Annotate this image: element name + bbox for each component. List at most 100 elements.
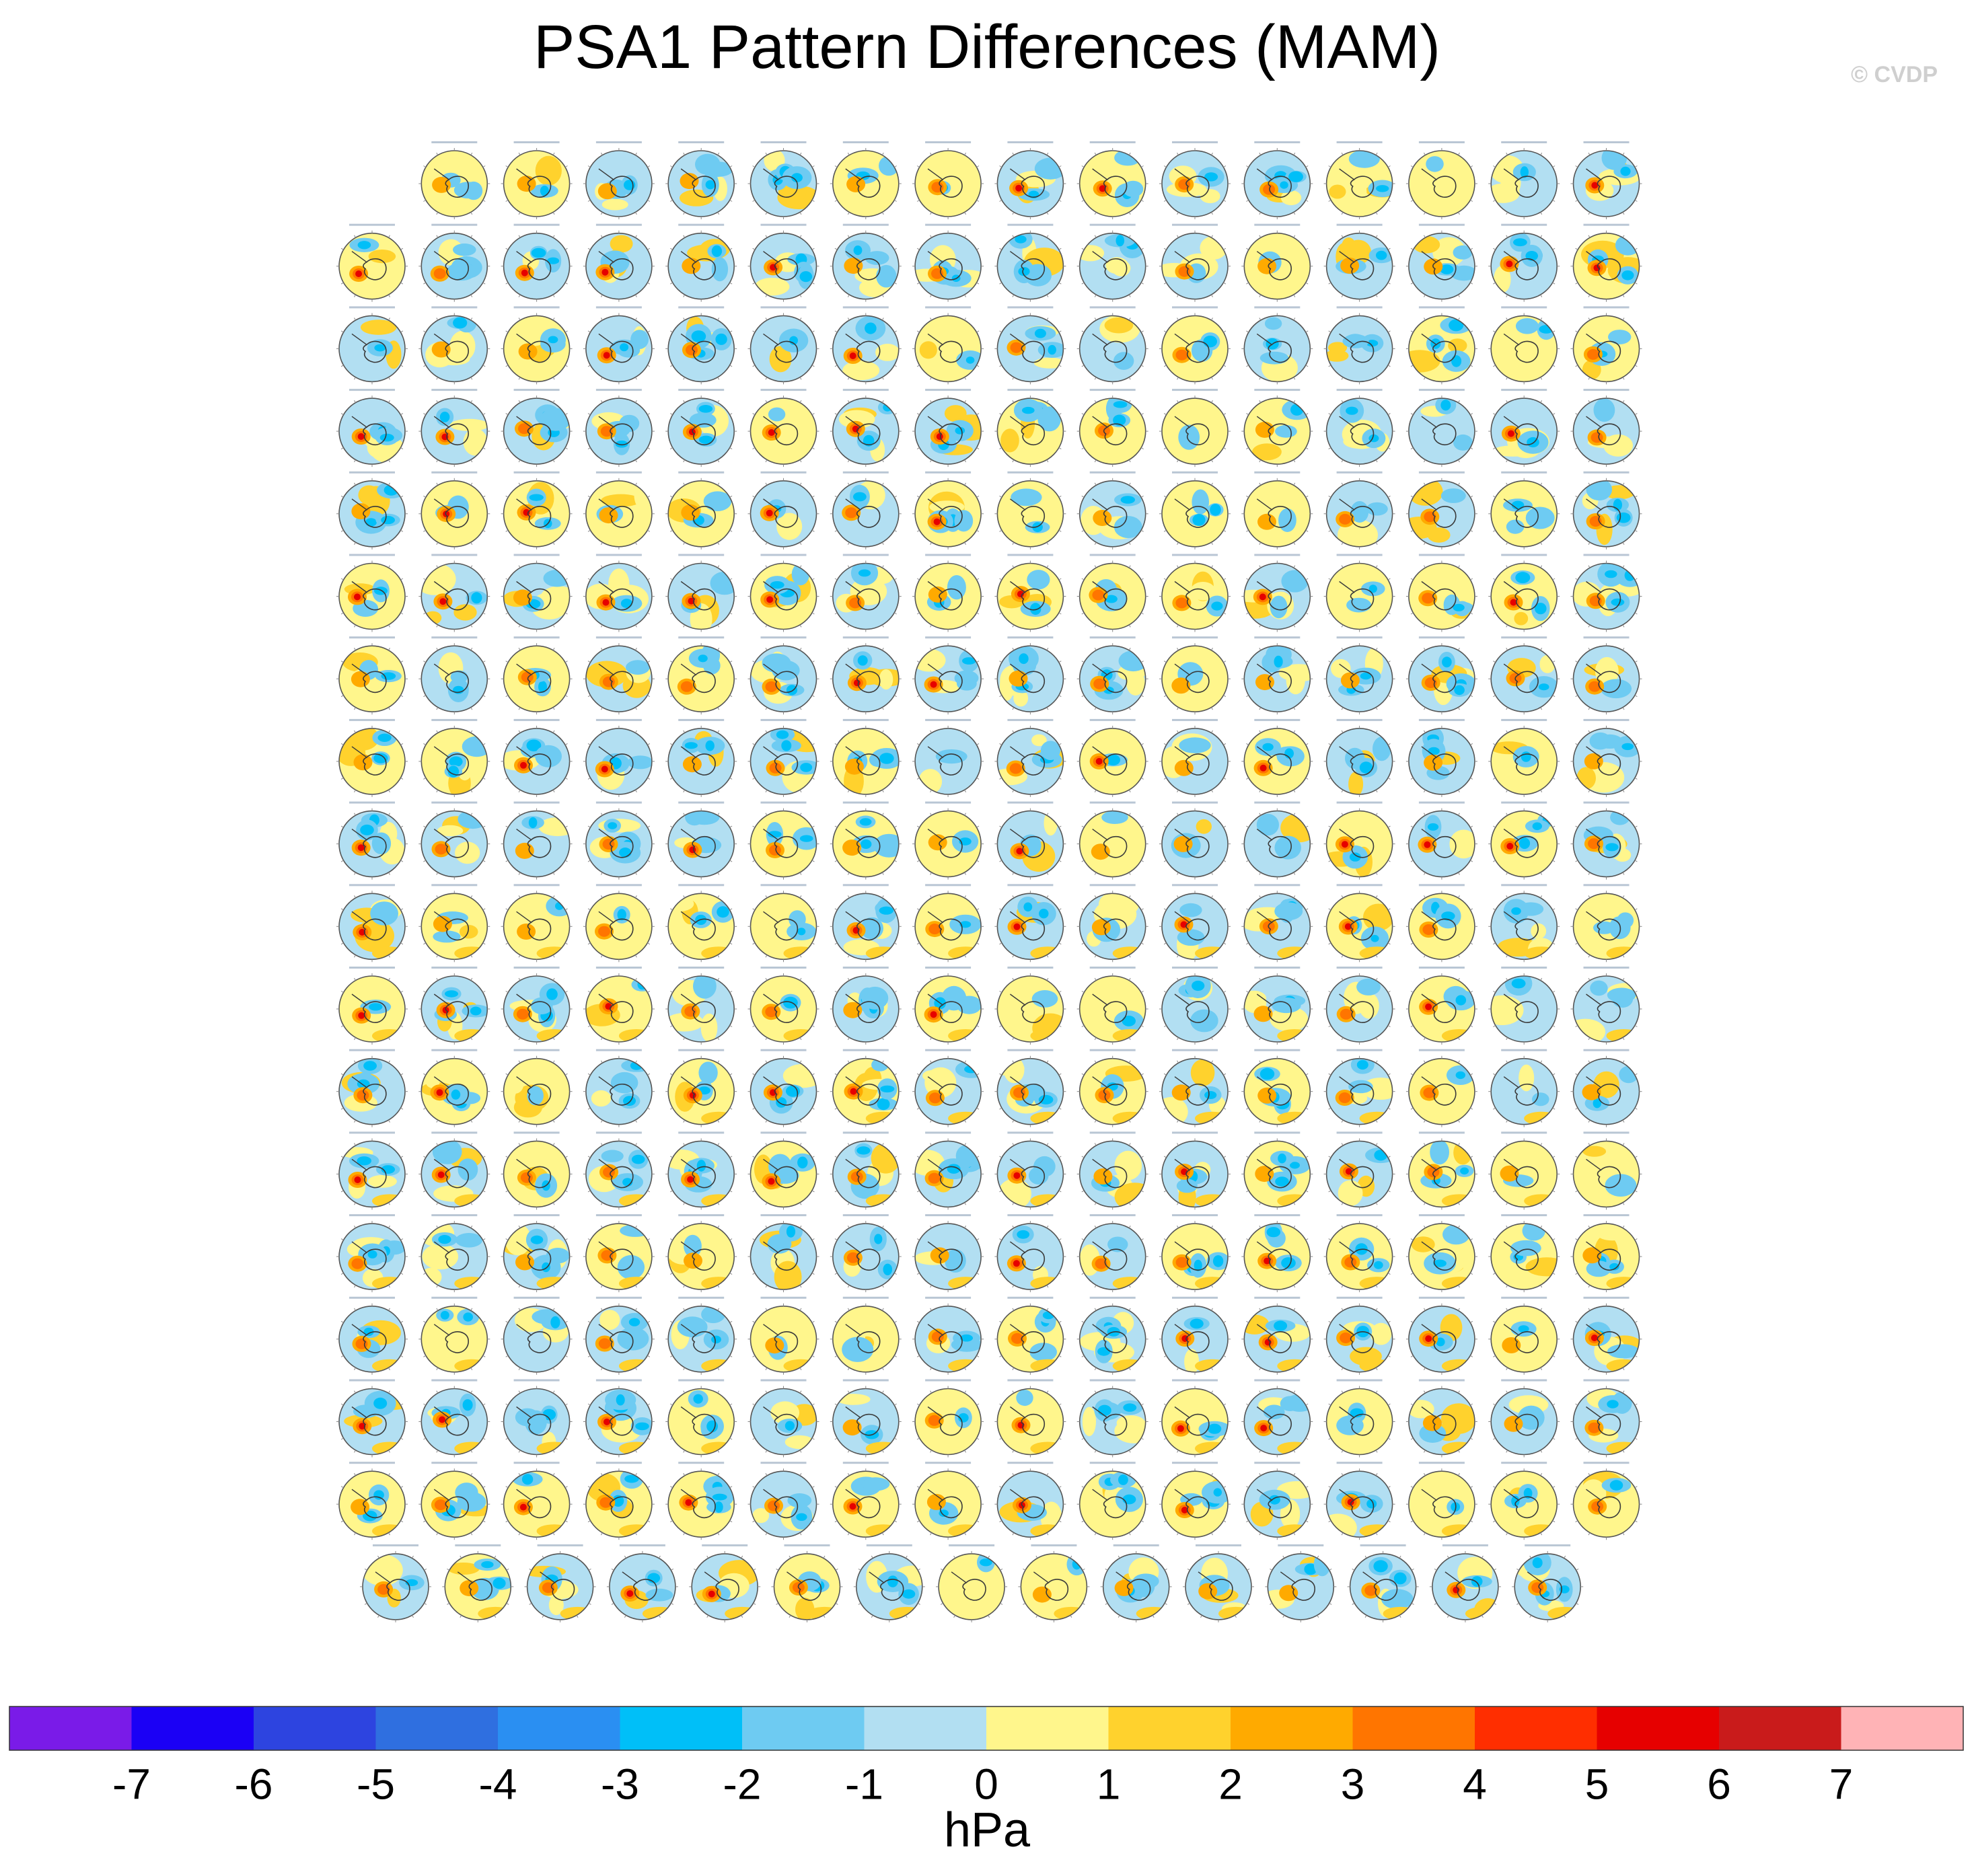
panel-rim-tick	[752, 860, 756, 862]
negative-anomaly	[698, 1061, 718, 1084]
panel-rim-tick	[1375, 235, 1378, 238]
positive-anomaly	[997, 1020, 1031, 1035]
panel-rim-tick	[881, 1060, 884, 1063]
panel-rim-tick	[1423, 459, 1426, 463]
panel-rim-tick	[1246, 743, 1249, 745]
panel-rim-tick	[423, 991, 427, 993]
negative-anomaly	[711, 257, 729, 282]
panel-rim-tick	[647, 200, 651, 202]
panel-rim-tick	[354, 400, 356, 403]
negative-anomaly	[1275, 424, 1297, 438]
panel-subtitle	[431, 554, 478, 556]
positive-anomaly-high	[1009, 670, 1028, 687]
panel-rim-tick	[1177, 1037, 1179, 1041]
panel-map	[665, 884, 737, 963]
positive-anomaly-high	[1174, 759, 1194, 776]
panel-rim-tick	[518, 790, 521, 793]
antarctica-coastline	[1350, 258, 1375, 280]
negative-anomaly-core	[1605, 843, 1619, 852]
panel-rim-tick	[964, 1060, 967, 1063]
panel-rim-tick	[1457, 294, 1460, 297]
panel-subtitle	[1089, 471, 1136, 474]
positive-anomaly	[1196, 440, 1228, 453]
panel-subtitle	[925, 141, 972, 143]
panel-rim-tick	[1575, 661, 1578, 663]
panel-rim-tick	[518, 1037, 521, 1041]
positive-anomaly	[463, 428, 488, 456]
panel-rim-tick	[752, 1190, 756, 1193]
negative-anomaly-core	[608, 822, 618, 829]
panel-map	[1405, 306, 1477, 385]
panel-rim-tick	[647, 942, 651, 945]
panel-map	[583, 306, 655, 385]
panel-rim-tick	[670, 777, 673, 780]
panel-map	[583, 884, 655, 963]
panel-subtitle	[1583, 884, 1630, 887]
panel-rim-tick	[847, 730, 850, 733]
panel-rim-tick	[1341, 459, 1344, 463]
panel-map	[501, 636, 573, 715]
panel-rim-tick	[765, 977, 768, 981]
panel-subtitle	[925, 223, 972, 226]
panel-map	[418, 1131, 490, 1210]
panel-rim-tick	[482, 661, 486, 663]
panel-map	[830, 141, 902, 219]
positive-anomaly-high	[1257, 513, 1276, 530]
panel-rim-tick	[400, 447, 404, 450]
negative-anomaly-core	[546, 988, 558, 1000]
panel-rim-tick	[436, 624, 439, 628]
panel-map	[1241, 471, 1313, 550]
panel-rim-tick	[1058, 578, 1062, 580]
panel-subtitle	[1501, 636, 1547, 639]
panel-rim-tick	[1211, 152, 1213, 155]
panel-rim-tick	[670, 695, 673, 698]
panel-rim-tick	[1457, 1119, 1460, 1123]
panel-rim-tick	[647, 1190, 651, 1193]
panel-rim-tick	[1163, 529, 1167, 532]
panel-rim-tick	[729, 1156, 733, 1158]
negative-anomaly-core	[856, 1146, 871, 1155]
panel-rim-tick	[1423, 977, 1426, 981]
antarctic-peninsula	[598, 333, 614, 345]
panel-rim-tick	[1046, 790, 1049, 793]
panel-rim-tick	[881, 152, 884, 155]
panel-rim-tick	[999, 1073, 1002, 1076]
panel-subtitle	[349, 1131, 395, 1134]
panel-rim-tick	[388, 1143, 390, 1146]
panel-rim-tick	[564, 578, 568, 580]
panel-rim-tick	[470, 1143, 473, 1146]
panel-rim-tick	[564, 282, 568, 285]
panel-rim-tick	[765, 1143, 768, 1146]
panel-rim-tick	[470, 1060, 473, 1063]
panel-rim-tick	[1540, 1060, 1543, 1063]
panel-rim-tick	[423, 365, 427, 367]
panel-rim-tick	[1423, 1037, 1426, 1041]
positive-anomaly	[1520, 332, 1537, 357]
negative-anomaly	[876, 264, 897, 288]
panel-rim-tick	[717, 235, 720, 238]
panel-rim-tick	[765, 541, 768, 545]
positive-anomaly-band	[948, 1111, 982, 1125]
panel-rim-tick	[916, 165, 920, 167]
negative-anomaly-core	[1621, 270, 1634, 280]
panel-rim-tick	[388, 541, 390, 545]
panel-rim-tick	[1540, 872, 1543, 875]
panel-rim-tick	[1305, 661, 1309, 663]
panel-rim-tick	[400, 495, 404, 498]
panel-rim-tick	[1305, 165, 1309, 167]
panel-rim-tick	[505, 991, 509, 993]
positive-anomaly	[1603, 434, 1633, 457]
panel-rim-tick	[881, 1037, 884, 1041]
panel-subtitle	[760, 223, 807, 226]
panel-rim-tick	[1094, 541, 1097, 545]
panel-rim-tick	[505, 1073, 509, 1076]
panel-map	[1488, 389, 1560, 467]
panel-rim-tick	[1046, 400, 1049, 403]
panel-rim-tick	[340, 860, 344, 862]
panel-rim-tick	[354, 707, 356, 710]
positive-anomaly-band	[1030, 1029, 1064, 1042]
panel-map	[336, 1131, 408, 1210]
positive-anomaly-core	[1013, 923, 1021, 930]
panel-rim-tick	[587, 1156, 591, 1158]
negative-anomaly	[1011, 488, 1042, 506]
